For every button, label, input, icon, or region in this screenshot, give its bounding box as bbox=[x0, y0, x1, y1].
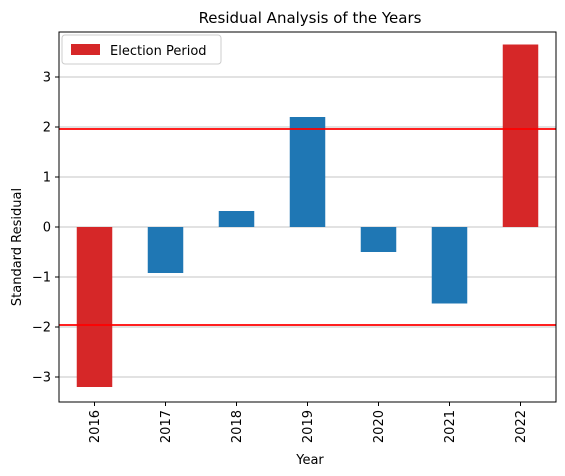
y-tick-label: −3 bbox=[32, 371, 51, 386]
y-tick-label: 0 bbox=[43, 221, 51, 236]
legend: Election Period bbox=[61, 34, 222, 65]
threshold-lines bbox=[59, 128, 556, 326]
bar-2017 bbox=[147, 227, 184, 273]
y-tick-label: 3 bbox=[43, 71, 51, 86]
x-tick-label: 2017 bbox=[159, 410, 174, 443]
x-tick-label: 2021 bbox=[443, 410, 458, 443]
chart-title: Residual Analysis of the Years bbox=[199, 9, 422, 27]
x-tick-label: 2016 bbox=[88, 410, 103, 443]
x-tick-label: 2022 bbox=[514, 410, 529, 443]
bar-2019 bbox=[289, 117, 326, 227]
bars bbox=[76, 44, 539, 387]
x-tick-label: 2019 bbox=[301, 410, 316, 443]
bar-2016 bbox=[76, 227, 113, 387]
legend-label-election-period: Election Period bbox=[110, 44, 207, 59]
bar-2022 bbox=[502, 44, 539, 227]
legend-swatch-election-period bbox=[71, 44, 100, 55]
y-tick-label: −2 bbox=[32, 321, 51, 336]
x-tick-label: 2020 bbox=[372, 410, 387, 443]
y-axis-title: Standard Residual bbox=[10, 188, 25, 306]
bar-2018 bbox=[218, 211, 255, 227]
y-tick-label: −1 bbox=[32, 271, 51, 286]
y-tick-label: 2 bbox=[43, 121, 51, 136]
y-axis-ticks: −3 −2 −1 0 1 2 3 bbox=[32, 71, 59, 386]
legend-box bbox=[61, 34, 222, 65]
y-tick-label: 1 bbox=[43, 171, 51, 186]
bar-2020 bbox=[360, 227, 397, 252]
x-axis-ticks: 2016 2017 2018 2019 2020 2021 2022 bbox=[88, 402, 529, 443]
bar-2021 bbox=[431, 227, 468, 304]
x-tick-label: 2018 bbox=[230, 410, 245, 443]
x-axis-title: Year bbox=[295, 453, 324, 468]
